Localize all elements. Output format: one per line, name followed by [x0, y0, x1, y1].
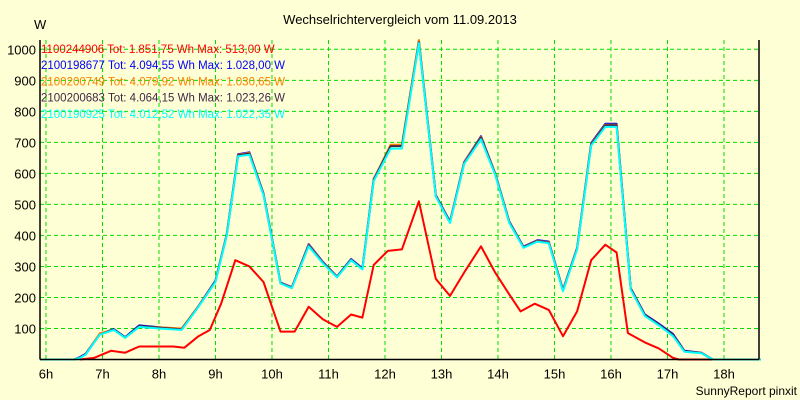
y-tick-label: 600 — [14, 166, 36, 181]
series-line-2100190925 — [40, 42, 761, 361]
x-tick-label: 18h — [713, 367, 735, 382]
legend-entry-2100198677: 2100198677 Tot: 4.094,55 Wh Max: 1.028,0… — [41, 60, 285, 72]
legend-entry-2100190925: 2100190925 Tot: 4.012,52 Wh Max: 1.022,3… — [41, 109, 285, 121]
y-tick-label: 100 — [14, 321, 36, 336]
footer-credit: SunnyReport pinxit — [696, 384, 798, 398]
x-tick-label: 6h — [39, 367, 53, 382]
y-tick-label: 1000 — [7, 42, 36, 57]
x-tick-label: 11h — [318, 367, 339, 382]
x-tick-label: 10h — [261, 367, 283, 382]
chart-title: Wechselrichtervergleich vom 11.09.2013 — [283, 12, 517, 27]
x-tick-label: 12h — [374, 367, 396, 382]
y-tick-label: 900 — [14, 73, 36, 88]
y-tick-label: 800 — [14, 104, 36, 119]
x-tick-label: 17h — [657, 367, 679, 382]
x-tick-label: 15h — [544, 367, 566, 382]
x-tick-label: 8h — [152, 367, 166, 382]
legend-entry-1100244906: 1100244906 Tot: 1.851,75 Wh Max: 513,00 … — [41, 44, 275, 56]
series-lines — [40, 39, 761, 361]
y-tick-label: 300 — [14, 259, 36, 274]
x-tick-label: 7h — [95, 367, 109, 382]
x-tick-label: 13h — [431, 367, 453, 382]
x-tick-label: 9h — [208, 367, 222, 382]
series-line-1100244906 — [79, 200, 741, 361]
x-tick-label: 14h — [487, 367, 509, 382]
legend-entry-2100200683: 2100200683 Tot: 4.064,15 Wh Max: 1.023,2… — [41, 93, 285, 105]
y-axis-unit: W — [34, 17, 47, 32]
y-tick-label: 200 — [14, 290, 36, 305]
y-tick-label: 700 — [14, 135, 36, 150]
y-tick-label: 500 — [14, 197, 36, 212]
tick-labels: 100 200 300 400 500 600 700 800 900 1000 6h 7h 8h 9h 1… — [7, 42, 735, 381]
legend: 1100244906 Tot: 1.851,75 Wh Max: 513,00 … — [41, 44, 285, 121]
x-tick-label: 16h — [600, 367, 622, 382]
legend-entry-2100200749: 2100200749 Tot: 4.079,92 Wh Max: 1.030,6… — [41, 76, 285, 88]
y-tick-label: 400 — [14, 228, 36, 243]
axes — [39, 40, 760, 361]
